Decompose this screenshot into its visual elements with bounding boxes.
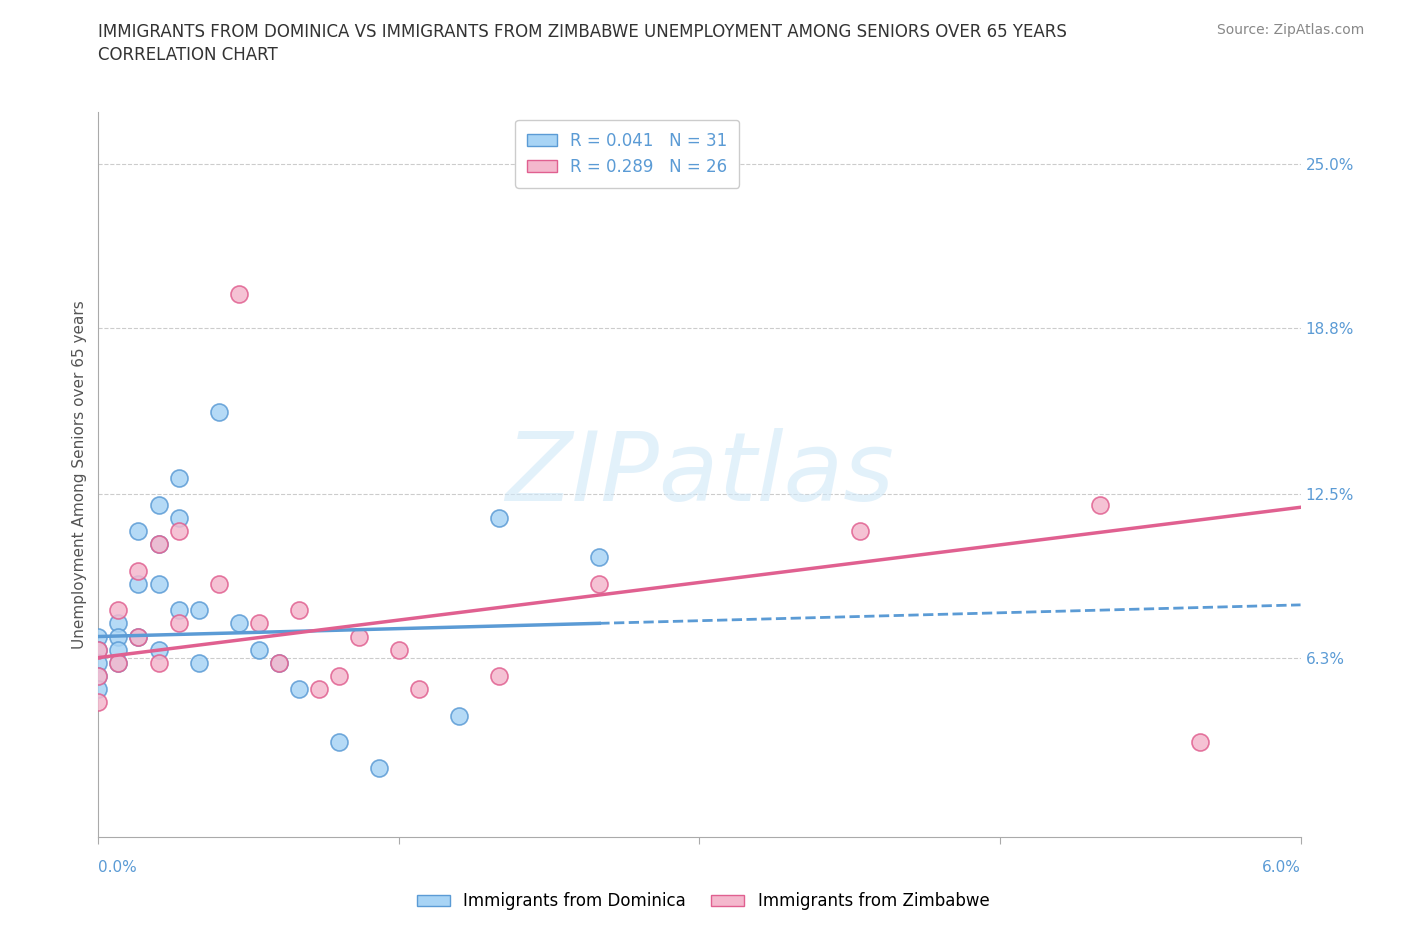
Point	[148, 498, 170, 512]
Point	[267, 656, 290, 671]
Point	[408, 682, 430, 697]
Point	[107, 616, 129, 631]
Point	[128, 629, 150, 644]
Point	[228, 286, 250, 301]
Point	[488, 669, 510, 684]
Point	[167, 471, 190, 485]
Point	[128, 524, 150, 538]
Text: 6.0%: 6.0%	[1261, 860, 1301, 875]
Point	[148, 537, 170, 551]
Point	[107, 629, 129, 644]
Point	[347, 629, 370, 644]
Point	[849, 524, 872, 538]
Text: ZIPatlas: ZIPatlas	[505, 428, 894, 521]
Point	[128, 577, 150, 591]
Point	[1189, 735, 1212, 750]
Point	[167, 524, 190, 538]
Point	[87, 629, 110, 644]
Point	[208, 405, 231, 419]
Point	[167, 616, 190, 631]
Point	[1090, 498, 1112, 512]
Point	[87, 695, 110, 710]
Point	[87, 643, 110, 658]
Point	[328, 669, 350, 684]
Point	[148, 577, 170, 591]
Point	[267, 656, 290, 671]
Point	[87, 656, 110, 671]
Point	[148, 537, 170, 551]
Point	[388, 643, 411, 658]
Point	[167, 603, 190, 618]
Point	[187, 603, 209, 618]
Point	[368, 761, 391, 776]
Point	[107, 603, 129, 618]
Point	[588, 550, 610, 565]
Point	[107, 656, 129, 671]
Point	[128, 564, 150, 578]
Point	[228, 616, 250, 631]
Text: 0.0%: 0.0%	[98, 860, 138, 875]
Point	[208, 577, 231, 591]
Point	[308, 682, 330, 697]
Point	[107, 643, 129, 658]
Point	[247, 643, 270, 658]
Point	[128, 629, 150, 644]
Point	[328, 735, 350, 750]
Point	[107, 656, 129, 671]
Point	[247, 616, 270, 631]
Y-axis label: Unemployment Among Seniors over 65 years: Unemployment Among Seniors over 65 years	[72, 300, 87, 649]
Point	[148, 656, 170, 671]
Text: CORRELATION CHART: CORRELATION CHART	[98, 46, 278, 64]
Point	[87, 669, 110, 684]
Legend: R = 0.041   N = 31, R = 0.289   N = 26: R = 0.041 N = 31, R = 0.289 N = 26	[516, 120, 740, 188]
Text: Source: ZipAtlas.com: Source: ZipAtlas.com	[1216, 23, 1364, 37]
Point	[447, 709, 470, 724]
Point	[187, 656, 209, 671]
Text: IMMIGRANTS FROM DOMINICA VS IMMIGRANTS FROM ZIMBABWE UNEMPLOYMENT AMONG SENIORS : IMMIGRANTS FROM DOMINICA VS IMMIGRANTS F…	[98, 23, 1067, 41]
Legend: Immigrants from Dominica, Immigrants from Zimbabwe: Immigrants from Dominica, Immigrants fro…	[411, 885, 995, 917]
Point	[87, 643, 110, 658]
Point	[588, 577, 610, 591]
Point	[288, 682, 311, 697]
Point	[288, 603, 311, 618]
Point	[148, 643, 170, 658]
Point	[87, 682, 110, 697]
Point	[167, 511, 190, 525]
Point	[87, 669, 110, 684]
Point	[488, 511, 510, 525]
